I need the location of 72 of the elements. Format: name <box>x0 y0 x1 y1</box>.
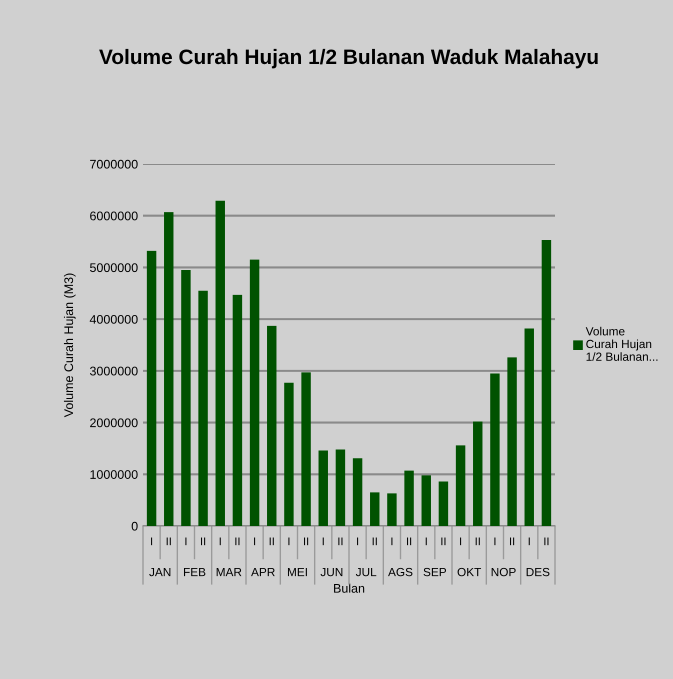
y-tick-label: 0 <box>132 522 138 531</box>
text: JAN <box>149 568 170 576</box>
y-axis-title: Volume Curah Hujan (M3) <box>64 274 76 418</box>
text: FEB <box>184 568 206 576</box>
bar <box>542 240 552 526</box>
bar <box>232 294 242 526</box>
x-tick-label: II <box>476 538 480 546</box>
bar <box>216 200 225 526</box>
x-tick-label: II <box>407 538 412 546</box>
x-tick-label: II <box>235 538 240 546</box>
text: MEI <box>288 568 307 576</box>
bar <box>146 250 156 526</box>
bar <box>318 450 328 526</box>
y-tick-label: 5000000 <box>90 263 138 272</box>
x-tick-label: II <box>372 538 377 546</box>
bar <box>267 326 276 526</box>
text: OKT <box>458 568 482 576</box>
x-tick-label: I <box>494 538 496 546</box>
x-tick-label: I <box>426 538 427 546</box>
x-tick-label: I <box>288 538 290 546</box>
x-tick-label: I <box>185 538 186 546</box>
bar <box>336 449 346 526</box>
x-tick-label: II <box>544 538 548 546</box>
x-tick-label: I <box>528 538 530 546</box>
legend-label: Volume Curah Hujan 1/2 Bulanan... <box>586 326 658 361</box>
bar <box>181 270 191 526</box>
text: JUN <box>320 568 342 576</box>
text: AGS <box>388 568 412 576</box>
y-tick-label: 6000000 <box>90 212 138 220</box>
x-tick-label: I <box>460 538 462 546</box>
x-tick-label: II <box>338 538 342 546</box>
chart-title: Volume Curah Hujan 1/2 Bulanan Waduk Malahayu <box>99 48 598 68</box>
bar <box>284 382 294 526</box>
bar <box>370 492 380 526</box>
text: JUL <box>356 568 376 576</box>
bar <box>404 470 414 526</box>
x-tick-label: II <box>510 538 514 546</box>
x-tick-label: II <box>201 538 206 546</box>
bar <box>352 458 362 526</box>
text: SEP <box>424 568 446 576</box>
bar <box>198 290 208 526</box>
bar <box>422 475 431 526</box>
x-axis-title: Bulan <box>334 584 364 593</box>
bar <box>250 260 260 526</box>
x-tick-label: II <box>166 538 171 546</box>
bar <box>507 357 517 526</box>
x-tick-label: I <box>220 538 221 546</box>
y-tick-label: 3000000 <box>90 366 138 376</box>
y-tick-label: 1000000 <box>90 470 138 479</box>
x-tick-label: II <box>441 538 446 546</box>
x-tick-label: I <box>391 538 392 546</box>
x-tick-label: I <box>151 538 152 546</box>
x-tick-label: II <box>270 538 274 546</box>
y-tick-label: 2000000 <box>90 418 138 428</box>
bar <box>456 445 466 526</box>
bar <box>473 422 482 526</box>
bar <box>387 493 397 526</box>
bar <box>301 372 311 526</box>
text: DES <box>526 568 550 576</box>
text: MAR <box>216 568 242 576</box>
x-tick-label: II <box>304 538 308 546</box>
bar <box>490 373 500 526</box>
bar <box>524 328 534 526</box>
y-tick-label: 4000000 <box>90 314 138 324</box>
bar <box>164 212 174 526</box>
x-tick-label: I <box>322 538 324 546</box>
text: APR <box>251 568 275 576</box>
bar <box>438 482 448 526</box>
y-tick-label: 7000000 <box>90 160 138 169</box>
x-tick-label: I <box>357 538 358 546</box>
text: NOP <box>492 568 516 576</box>
x-tick-label: I <box>254 538 256 546</box>
